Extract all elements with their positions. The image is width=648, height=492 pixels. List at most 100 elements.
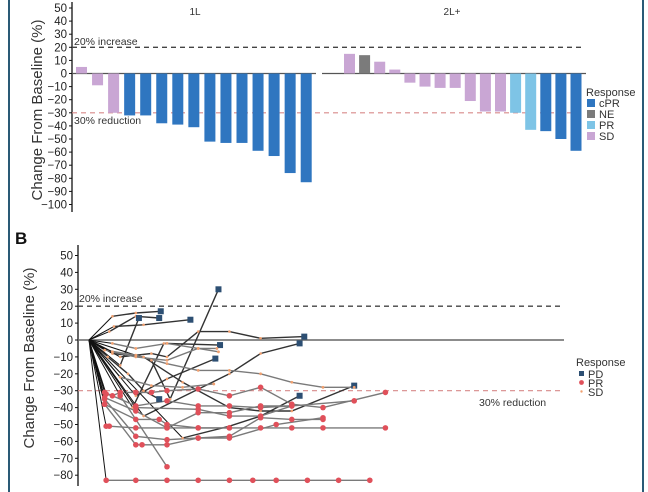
marker-SD <box>126 372 130 376</box>
marker-PD <box>187 316 194 323</box>
marker-PR <box>101 401 108 408</box>
marker-PR <box>101 396 108 402</box>
marker-SD <box>134 347 138 350</box>
marker-PD <box>156 396 163 403</box>
marker-SD <box>118 375 122 379</box>
marker-SD <box>165 341 169 345</box>
marker-PR <box>195 406 201 413</box>
panel-b-y-axis-label: Change From Baseline (%) <box>21 268 38 449</box>
marker-PR <box>257 413 264 419</box>
marker-SD <box>150 384 153 388</box>
marker-PR <box>273 421 280 428</box>
marker-PR <box>133 425 139 431</box>
group-label-2L: 2L+ <box>444 7 461 18</box>
marker-SD <box>106 355 110 359</box>
marker-PR <box>133 404 139 411</box>
marker-SD <box>118 364 122 367</box>
patient-line-initial <box>88 315 113 341</box>
y-tick-label: 30 <box>54 29 67 41</box>
y-tick-label: −30 <box>53 386 73 398</box>
marker-PR <box>133 477 139 484</box>
marker-SD <box>165 362 169 366</box>
marker-PR <box>133 389 139 396</box>
marker-PR <box>335 477 342 484</box>
panel-b-ref-reduction-label: 30% reduction <box>479 397 546 409</box>
marker-SD <box>112 325 116 328</box>
bar-1L-cPR <box>300 73 312 183</box>
y-tick-label: −70 <box>53 453 73 465</box>
marker-PR <box>382 425 389 431</box>
patient-line-SD <box>104 349 355 388</box>
marker-PD <box>215 286 222 293</box>
legend-marker-SD <box>580 390 583 393</box>
bar-2L+-SD <box>374 61 386 74</box>
bar-2L+-cPR <box>570 73 582 151</box>
marker-PR <box>164 398 170 404</box>
marker-PR <box>250 477 256 484</box>
marker-SD <box>118 355 122 359</box>
bar-1L-SD <box>92 73 104 86</box>
panel-a-ref-reduction-label: 30% reduction <box>74 115 141 127</box>
marker-PR <box>226 413 233 419</box>
patient-line-PD <box>182 395 300 439</box>
panel-a-legend-title: Response <box>586 87 636 99</box>
marker-PR <box>101 389 108 396</box>
marker-PD <box>157 308 164 315</box>
marker-SD <box>107 330 111 333</box>
marker-SD <box>165 358 169 362</box>
panel-b-legend-title: Response <box>576 357 626 369</box>
marker-SD <box>142 323 145 327</box>
panel-a-y-axis-label: Change From Baseline (%) <box>29 20 46 201</box>
marker-SD <box>259 352 262 355</box>
figure-frame <box>8 0 644 492</box>
legend-swatch-SD <box>587 132 595 140</box>
bar-2L+-SD <box>434 73 446 88</box>
marker-SD <box>165 355 169 359</box>
bar-1L-cPR <box>236 73 248 143</box>
marker-PR <box>195 425 201 431</box>
marker-SD <box>142 389 145 393</box>
marker-SD <box>111 350 114 354</box>
bar-1L-cPR <box>188 73 200 128</box>
marker-SD <box>134 355 138 359</box>
marker-SD <box>352 385 356 389</box>
legend-label-SD: SD <box>588 387 603 399</box>
y-tick-label: 30 <box>60 284 73 296</box>
marker-PR <box>382 389 389 396</box>
marker-SD <box>196 369 200 372</box>
marker-SD <box>228 372 231 376</box>
patient-line-PD <box>113 319 191 328</box>
marker-PR <box>289 403 295 409</box>
marker-SD <box>228 369 231 372</box>
y-tick-label: −40 <box>47 121 67 133</box>
y-tick-label: 0 <box>61 69 67 81</box>
marker-PR <box>133 416 139 423</box>
y-tick-label: −90 <box>47 186 67 198</box>
marker-SD <box>217 350 220 354</box>
bar-2L+-cPR <box>555 73 567 139</box>
bar-2L+-SD <box>419 73 431 87</box>
marker-SD <box>103 348 106 352</box>
marker-SD <box>290 409 294 413</box>
y-tick-label: 0 <box>67 335 73 347</box>
marker-PR <box>367 477 373 484</box>
marker-PD <box>135 315 142 322</box>
legend-label-cPR: cPR <box>599 98 620 110</box>
bar-2L+-SD <box>495 73 506 112</box>
marker-SD <box>215 347 219 350</box>
marker-PR <box>257 384 264 391</box>
legend-label-PD: PD <box>588 369 603 381</box>
y-tick-label: −100 <box>41 200 67 212</box>
patient-line-initial <box>88 339 106 405</box>
marker-PR <box>164 477 170 484</box>
bar-2L+-SD <box>449 73 461 88</box>
marker-PR <box>164 463 170 470</box>
y-tick-label: −10 <box>53 352 73 364</box>
marker-PR <box>164 425 170 431</box>
marker-PD <box>351 382 358 389</box>
legend-swatch-PR <box>587 121 595 129</box>
marker-PD <box>301 333 308 340</box>
marker-PR <box>226 403 233 409</box>
legend-marker-PR <box>579 380 584 385</box>
patient-line-initial <box>88 326 115 341</box>
